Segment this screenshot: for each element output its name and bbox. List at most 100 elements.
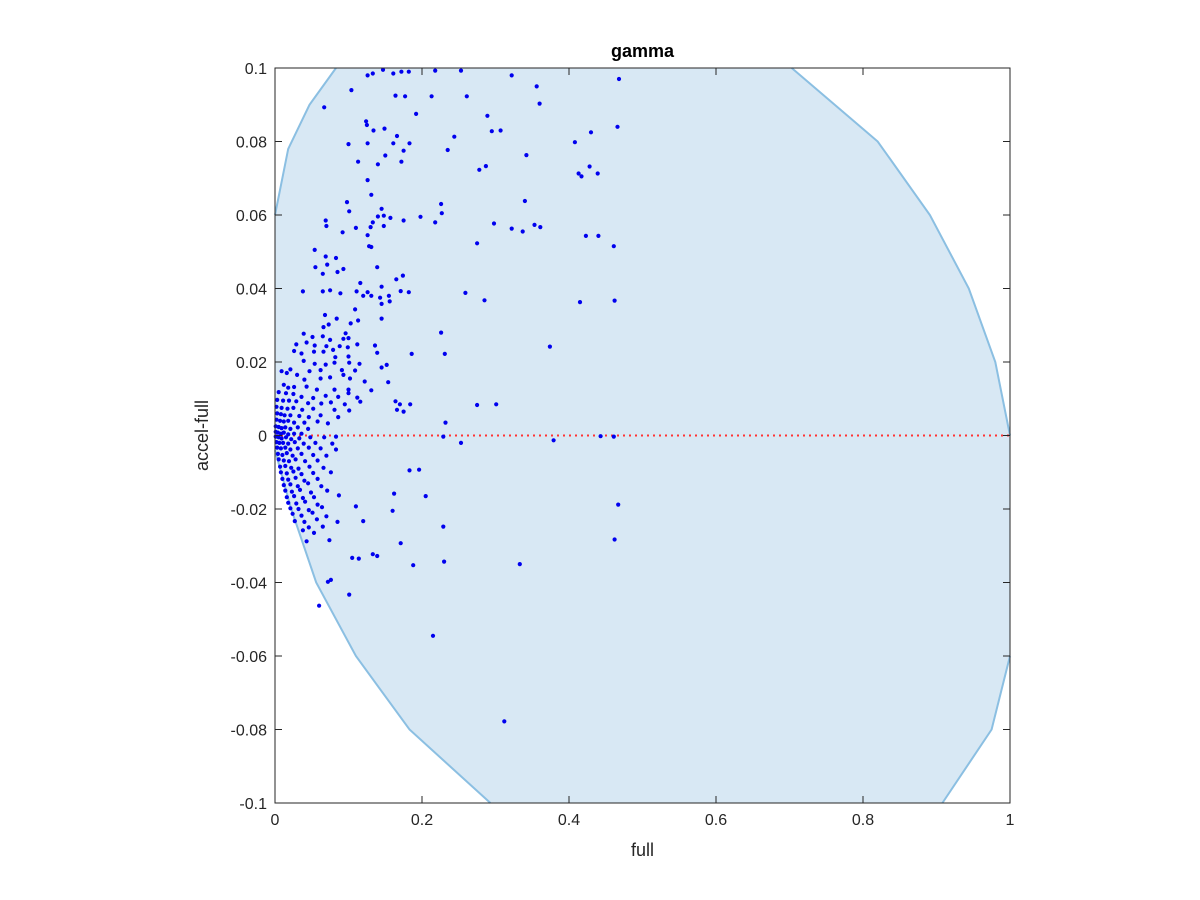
scatter-point (292, 440, 297, 445)
scatter-point (325, 262, 330, 267)
scatter-point (283, 425, 288, 430)
scatter-point (279, 405, 284, 410)
scatter-point (346, 142, 351, 147)
scatter-point (498, 128, 503, 133)
scatter-point (285, 406, 290, 411)
scatter-point (418, 214, 423, 219)
scatter-point (283, 445, 288, 450)
scatter-point (315, 419, 320, 424)
scatter-point (290, 511, 295, 516)
scatter-point (364, 122, 369, 128)
scatter-point (341, 372, 346, 377)
scatter-point (278, 470, 283, 475)
scatter-point (491, 221, 497, 226)
scatter-point (397, 402, 402, 407)
scatter-point (320, 334, 325, 339)
scatter-point (321, 465, 326, 470)
scatter-point (320, 271, 325, 276)
scatter-point (318, 368, 323, 373)
scatter-point (328, 375, 333, 380)
scatter-point (375, 265, 380, 270)
scatter-point (475, 402, 480, 408)
scatter-point (394, 277, 399, 282)
scatter-point (612, 298, 617, 303)
scatter-point (509, 226, 514, 231)
scatter-point (310, 510, 315, 515)
scatter-point (295, 484, 300, 489)
scatter-point (343, 331, 348, 336)
scatter-point (280, 476, 285, 481)
scatter-point (278, 464, 283, 469)
scatter-point (283, 391, 289, 396)
scatter-point (300, 495, 305, 501)
scatter-point (381, 223, 386, 229)
axis-ticks: 0 0.2 0.4 0.6 0.8 1 -0.1 -0.08 -0.06 -0.04 -0.02 0 0… (231, 61, 1015, 829)
scatter-point (596, 233, 601, 238)
y-tick-label: 0.1 (245, 61, 267, 78)
scatter-point (534, 84, 539, 89)
scatter-point (365, 73, 370, 78)
scatter-point (370, 71, 375, 76)
scatter-point (294, 342, 299, 347)
scatter-point (355, 395, 360, 400)
scatter-point (328, 288, 333, 293)
scatter-point (443, 420, 448, 425)
scatter-point (306, 481, 311, 486)
scatter-point (321, 349, 326, 354)
scatter-point (369, 293, 374, 298)
scatter-point (379, 206, 384, 211)
scatter-point (299, 451, 304, 456)
scatter-point (365, 141, 370, 146)
scatter-point (407, 468, 412, 473)
scatter-point (291, 405, 296, 410)
scatter-point (292, 494, 297, 499)
scatter-point (301, 441, 306, 446)
scatter-point (284, 471, 289, 476)
scatter-point (286, 477, 291, 482)
scatter-point (308, 435, 313, 440)
scatter-point (320, 289, 325, 294)
scatter-point (409, 351, 414, 356)
scatter-point (324, 344, 329, 349)
scatter-point (318, 376, 323, 381)
scatter-point (379, 284, 384, 289)
scatter-point (357, 361, 362, 366)
scatter-point (315, 476, 320, 481)
y-tick-label: -0.02 (231, 502, 268, 519)
scatter-point (347, 209, 352, 214)
scatter-point (370, 552, 375, 557)
scatter-point (276, 457, 281, 462)
scatter-point (350, 555, 355, 561)
scatter-point (281, 419, 286, 424)
scatter-point (288, 506, 293, 511)
scatter-point (365, 233, 370, 238)
scatter-point (379, 316, 384, 321)
scatter-point (394, 407, 400, 412)
scatter-point (371, 128, 376, 133)
scatter-point (311, 395, 316, 401)
scatter-point (275, 411, 280, 416)
scatter-point (353, 368, 358, 373)
scatter-point (303, 459, 308, 464)
scatter-point (365, 178, 370, 183)
scatter-point (279, 426, 284, 431)
scatter-point (411, 563, 416, 568)
scatter-point (301, 358, 306, 363)
scatter-point (370, 220, 375, 225)
scatter-point (313, 440, 318, 445)
scatter-point (583, 233, 589, 238)
scatter-point (278, 446, 283, 451)
scatter-point (611, 434, 616, 439)
scatter-point (356, 556, 361, 561)
y-tick-label: -0.04 (231, 576, 268, 593)
scatter-point (439, 201, 444, 207)
scatter-point (334, 316, 339, 321)
scatter-point (280, 452, 285, 458)
scatter-point (319, 505, 325, 510)
scatter-point (299, 351, 304, 356)
scatter-point (306, 415, 311, 420)
scatter-point (322, 312, 328, 318)
scatter-point (328, 337, 333, 342)
scatter-point (382, 126, 387, 131)
x-tick-label: 1 (1006, 812, 1015, 829)
